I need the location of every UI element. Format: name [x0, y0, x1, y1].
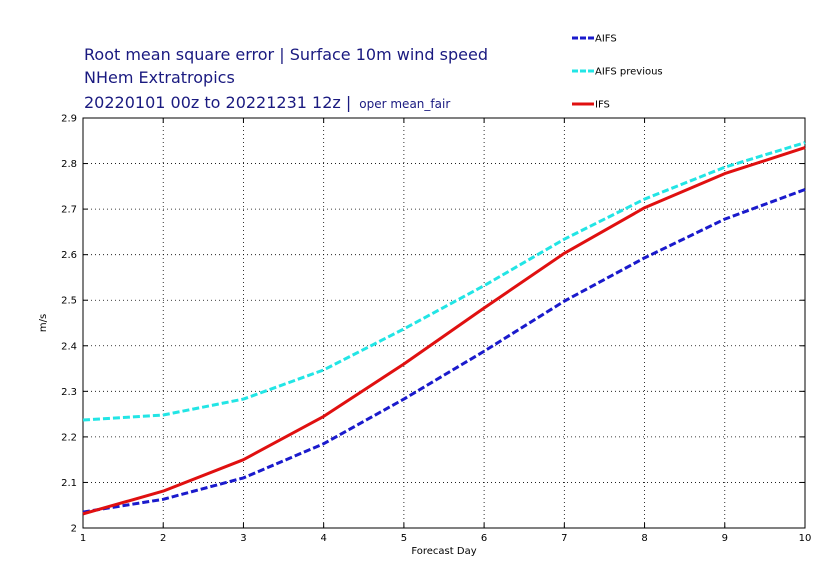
- y-tick-label: 2.2: [61, 432, 77, 443]
- x-tick-label: 9: [722, 533, 728, 544]
- series-line-aifs: [82, 188, 806, 514]
- x-axis: 1 2 3 4 5 6 7 8 9 10: [80, 118, 812, 544]
- plot-frame: [82, 117, 806, 529]
- title-line-1: Root mean square error | Surface 10m win…: [84, 45, 488, 64]
- x-tick-label: 7: [561, 533, 567, 544]
- y-tick-label: 2.3: [61, 387, 77, 398]
- series-line-ifs: [82, 146, 806, 516]
- grid: [83, 118, 805, 528]
- y-tick-label: 2.8: [61, 159, 77, 170]
- legend-item: AIFS previous: [572, 67, 663, 78]
- y-axis: 2 2.1 2.2 2.3 2.4 2.5 2.6 2.7 2.8 2.9: [61, 114, 805, 535]
- y-tick-label: 2.6: [61, 250, 77, 261]
- x-axis-label: Forecast Day: [411, 546, 476, 557]
- x-tick-label: 5: [401, 533, 407, 544]
- title-date-range: 20220101 00z to 20221231 12z |: [84, 93, 351, 112]
- y-tick-label: 2.5: [61, 296, 77, 307]
- y-tick-label: 2: [71, 524, 77, 535]
- title-suffix: oper mean_fair: [359, 97, 450, 111]
- x-tick-label: 1: [80, 533, 86, 544]
- legend-label: AIFS: [595, 34, 617, 45]
- title-line-3: 20220101 00z to 20221231 12z | oper mean_…: [84, 93, 450, 112]
- x-tick-label: 2: [160, 533, 166, 544]
- title-line-2: NHem Extratropics: [84, 68, 235, 87]
- y-axis-label: m/s: [38, 314, 49, 332]
- y-tick-label: 2.4: [61, 341, 77, 352]
- series-group: [82, 141, 806, 516]
- chart-title: Root mean square error | Surface 10m win…: [84, 45, 488, 112]
- series-line-aifs-previous: [82, 141, 806, 422]
- legend-label: AIFS previous: [595, 67, 663, 78]
- legend-label: IFS: [595, 100, 610, 111]
- legend: AIFS AIFS previous IFS: [572, 34, 663, 111]
- y-tick-label: 2.1: [61, 478, 77, 489]
- legend-item: AIFS: [572, 34, 617, 45]
- x-tick-label: 8: [641, 533, 647, 544]
- x-tick-label: 6: [481, 533, 487, 544]
- x-tick-label: 4: [320, 533, 326, 544]
- y-tick-label: 2.9: [61, 114, 77, 125]
- x-tick-label: 3: [240, 533, 246, 544]
- y-tick-label: 2.7: [61, 205, 77, 216]
- legend-item: IFS: [572, 100, 610, 111]
- x-tick-label: 10: [799, 533, 812, 544]
